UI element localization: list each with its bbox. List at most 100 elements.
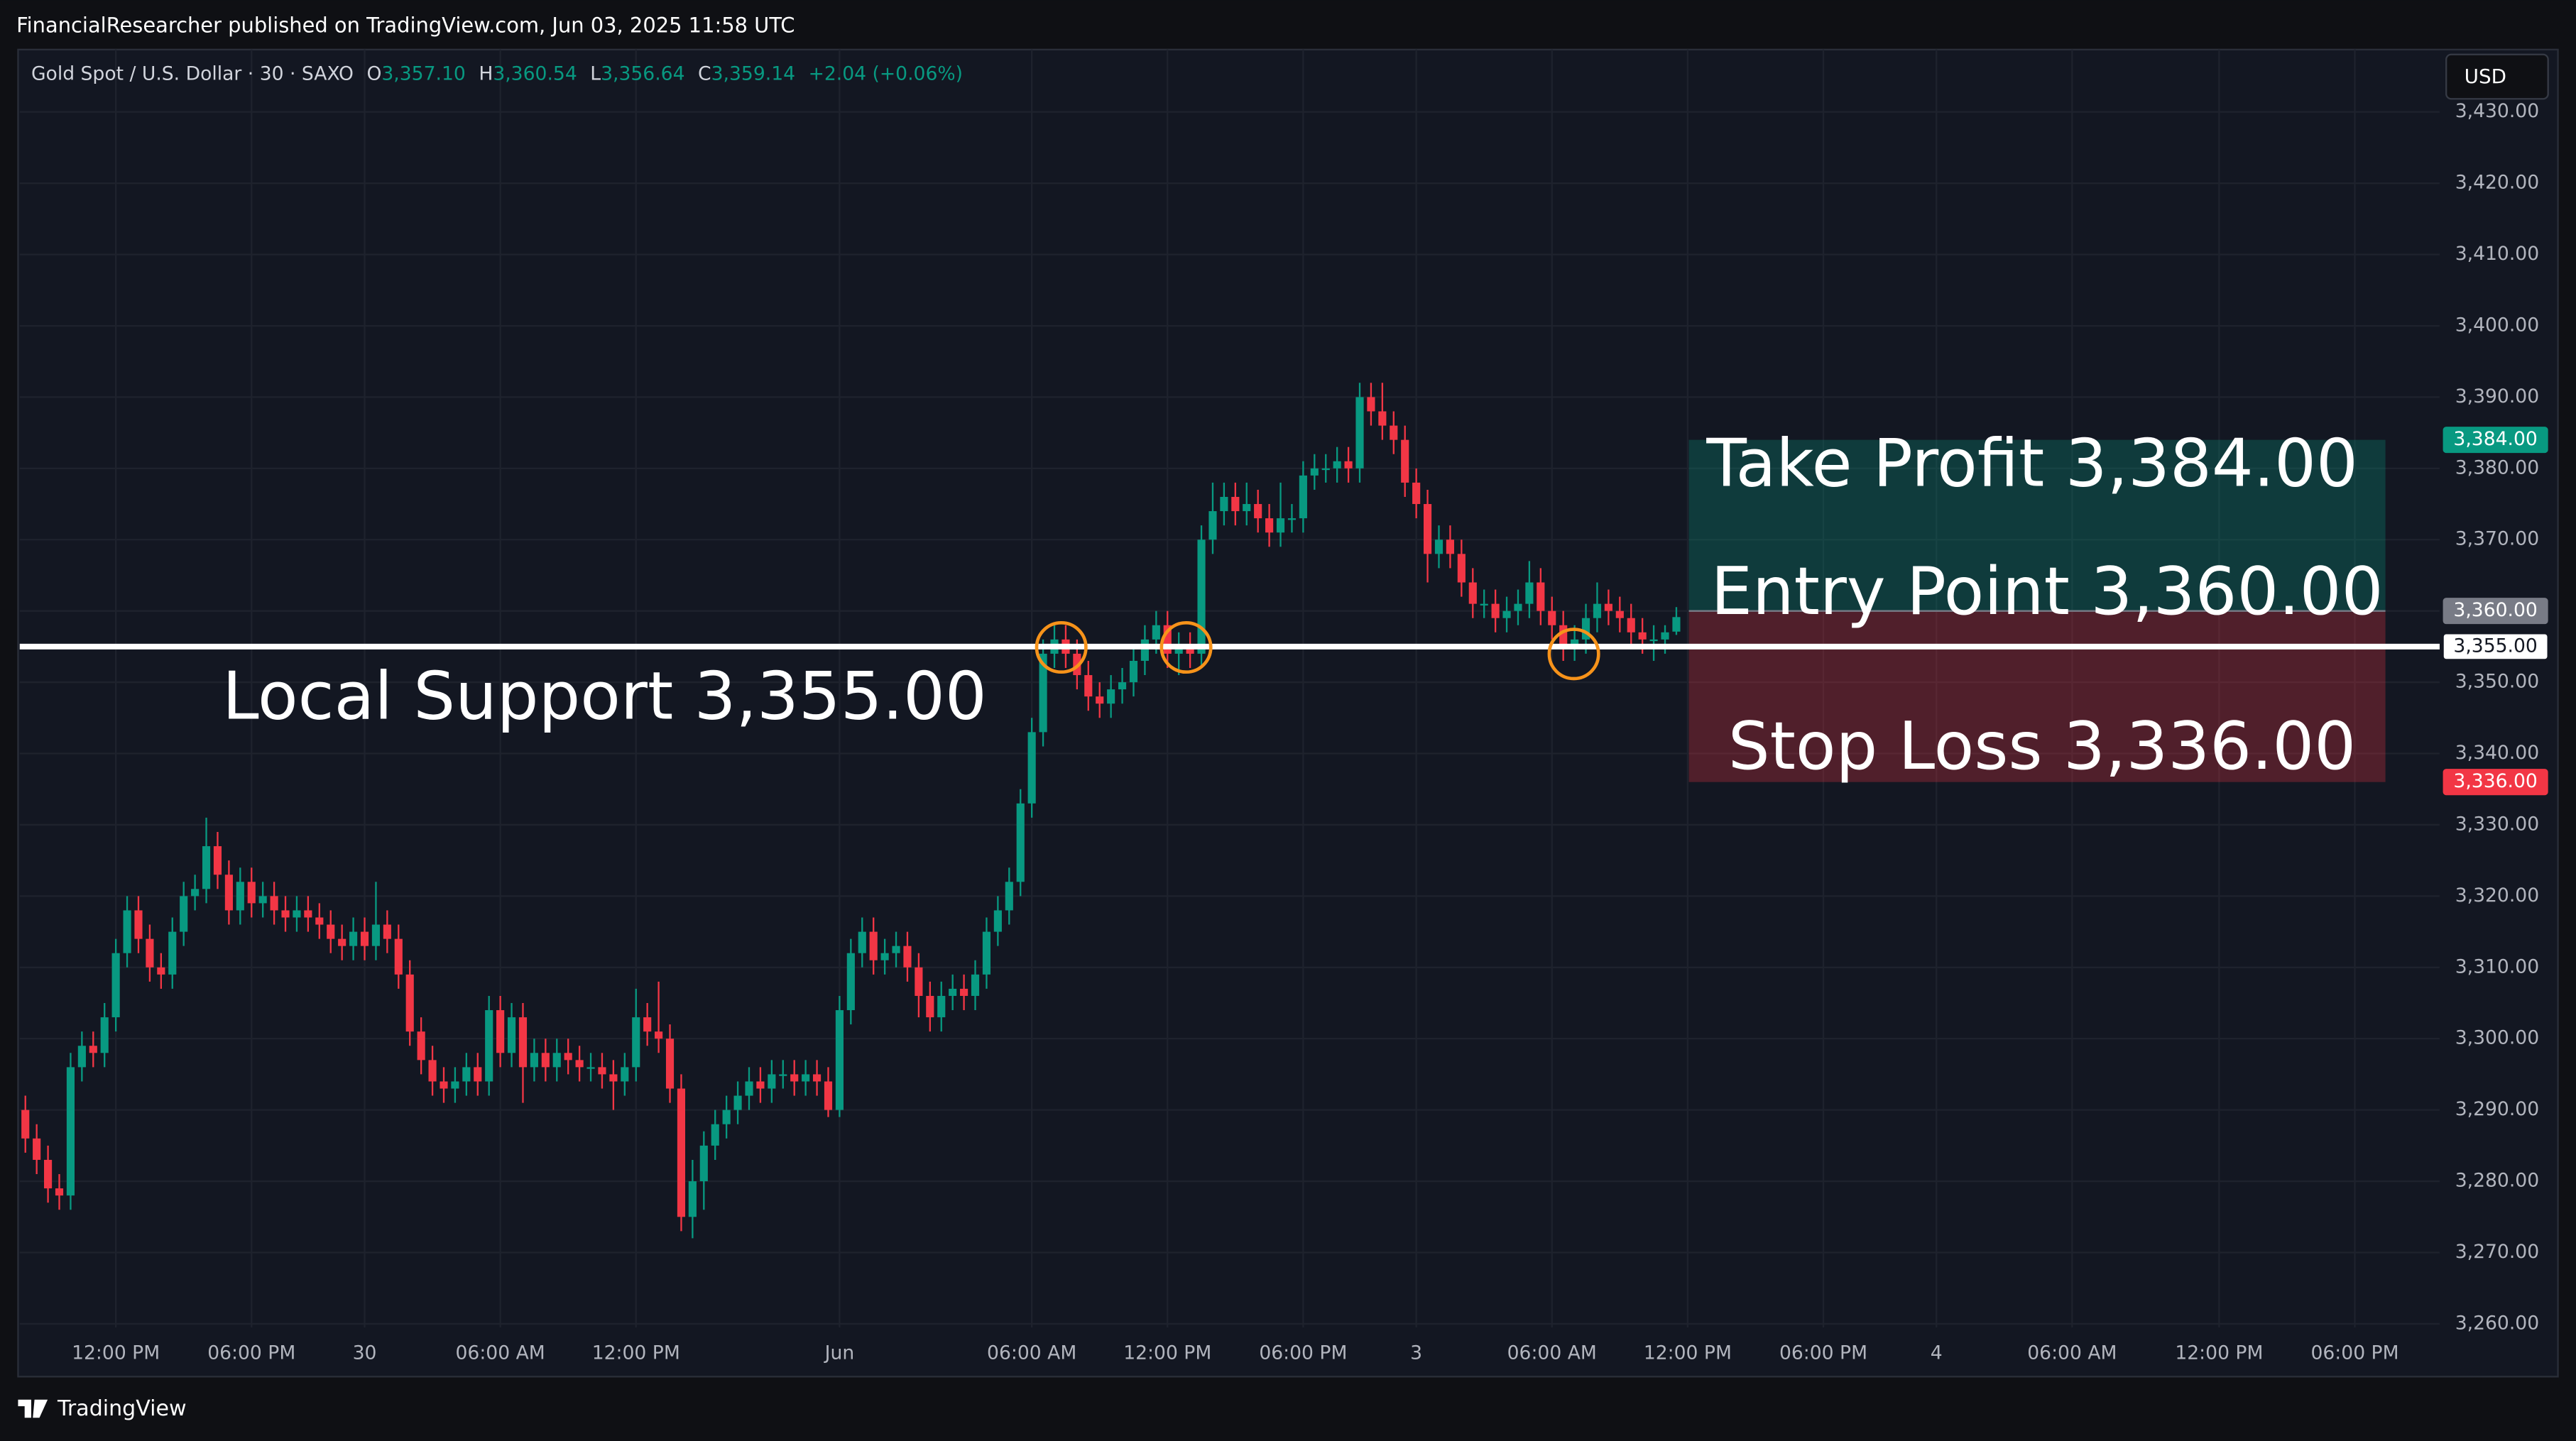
candle-body [1208,511,1217,540]
candle-body [236,882,244,911]
candle-body [1638,632,1647,640]
candle-body [1480,603,1488,606]
candle-body [258,896,267,904]
symbol-line: Gold Spot / U.S. Dollar · 30 · SAXO O3,35… [31,62,963,84]
candle-body [745,1081,753,1096]
candle-body [1254,504,1262,519]
y-tick-label: 3,410.00 [2455,243,2539,265]
candle-body [1310,468,1319,476]
candle-body [315,917,324,925]
ohlc-key: L [590,62,601,84]
candle-body [1129,660,1138,683]
candle-body [1571,639,1579,647]
candle-body [1344,461,1353,469]
candle-body [247,882,256,904]
candle-body [1220,496,1228,512]
y-tick-label: 3,300.00 [2455,1027,2539,1049]
x-tick-label: 06:00 PM [1779,1342,1867,1364]
candle-body [157,967,165,975]
candle-body [1174,646,1183,654]
candle-body [1287,518,1297,520]
chart-pane [17,48,2559,1378]
x-tick-label: 06:00 AM [2027,1342,2117,1364]
touch-circle [1035,621,1088,674]
currency-button[interactable] [2445,53,2549,100]
candle-body [518,1017,528,1068]
candle-body [327,924,335,939]
axes: 3,260.00 3,270.00 3,280.00 3,290.00 3,300.00… [72,100,2549,1364]
candle-body [202,846,211,889]
candle-body [1593,603,1602,618]
candle-body [937,995,946,1018]
y-tick-label: 3,320.00 [2455,884,2539,906]
candle-body [213,846,222,875]
candle-body [1548,610,1556,625]
candle-body [541,1053,550,1068]
price-tag [2443,427,2548,454]
take-profit-label: Take Profit 3,384.00 [1705,424,2358,501]
candle-body [756,1081,765,1089]
candle-body [1502,610,1511,618]
candle-body [1615,610,1624,618]
y-tick-label: 3,270.00 [2455,1241,2539,1263]
x-tick-label: 30 [353,1342,377,1364]
candle-body [270,896,278,911]
stop-loss-zone [1688,610,2386,782]
price-tag [2442,632,2549,661]
candle-body [1423,504,1432,554]
x-tick-label: 12:00 PM [2175,1342,2263,1364]
candle-body [44,1159,53,1189]
candle-body [1243,504,1251,512]
candle-body [33,1138,41,1160]
candle-body [699,1145,708,1182]
candle-body [146,938,154,968]
grid [19,49,2440,1327]
candle-body [1581,618,1590,640]
candle-body [77,1046,86,1068]
candle-body [1299,475,1307,519]
x-tick-label: 06:00 PM [207,1342,295,1364]
candle-body [417,1031,425,1061]
candle-body [779,1074,787,1076]
x-tick-label: 06:00 AM [456,1342,545,1364]
price-tag [2443,769,2548,796]
candle-body [1446,539,1454,554]
candle-body [349,931,358,946]
candle-body [790,1074,799,1082]
candle-body [428,1060,437,1082]
brand: TradingView [57,1396,187,1421]
candle-body [733,1095,742,1110]
candle-body [949,988,957,996]
y-tick-label: 3,260.00 [2455,1312,2539,1334]
ohlc-value: 3,356.64 [601,62,684,84]
candle-body [835,1010,844,1110]
x-tick-label: 06:00 AM [1507,1342,1597,1364]
candle-body [655,1031,663,1039]
x-tick-label: 06:00 AM [987,1342,1076,1364]
candle-body [665,1039,675,1089]
candle-body [281,910,290,918]
support-label: Local Support 3,355.00 [222,658,987,735]
y-tick-label: 3,350.00 [2455,671,2539,693]
candle-body [1016,803,1025,882]
ohlc-key: C [698,62,711,84]
candle-body [1468,582,1477,604]
price-tag [2443,598,2548,625]
candle-body [180,896,188,932]
candle-body [1321,468,1330,471]
candle-body [168,931,177,975]
candle-body [1039,653,1047,733]
candle-body [338,938,346,946]
y-tick-label: 3,430.00 [2455,100,2539,122]
ohlc-key: O [366,62,381,84]
candle-body [1152,625,1160,640]
y-tick-label: 3,330.00 [2455,813,2539,835]
y-tick-label: 3,400.00 [2455,314,2539,336]
candle-body [564,1053,572,1061]
candle-body [903,946,912,968]
candle-body [304,910,312,918]
candle-body [123,910,131,953]
currency[interactable]: USD [2465,65,2506,88]
candle-body [224,875,233,911]
candle-body [869,931,878,960]
